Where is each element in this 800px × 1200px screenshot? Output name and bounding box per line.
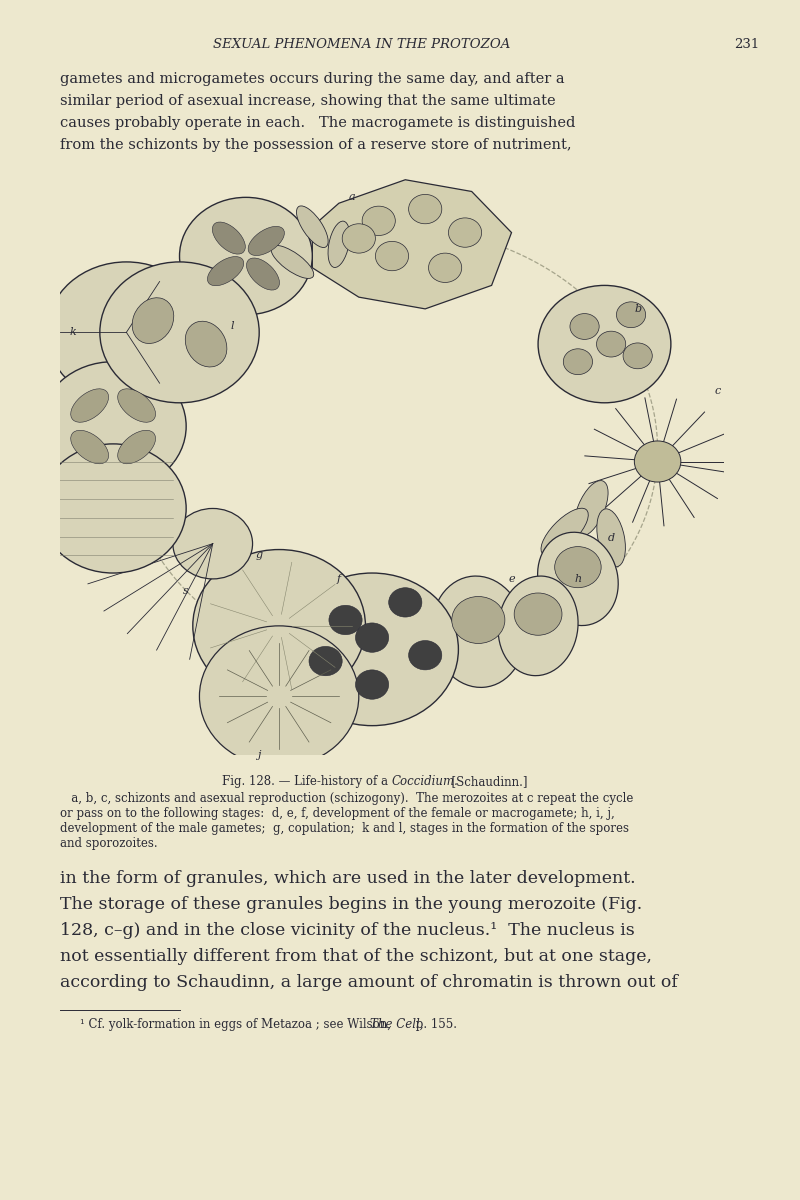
Circle shape (173, 509, 253, 578)
Circle shape (538, 286, 671, 403)
Ellipse shape (70, 431, 109, 463)
Text: Coccidium.: Coccidium. (392, 775, 459, 788)
Text: e: e (508, 574, 515, 584)
Circle shape (570, 313, 599, 340)
Text: SEXUAL PHENOMENA IN THE PROTOZOA: SEXUAL PHENOMENA IN THE PROTOZOA (214, 38, 510, 50)
Circle shape (40, 444, 186, 574)
Ellipse shape (118, 389, 155, 422)
Ellipse shape (118, 431, 155, 463)
Ellipse shape (498, 576, 578, 676)
Text: 128, c–g) and in the close vicinity of the nucleus.¹  The nucleus is: 128, c–g) and in the close vicinity of t… (60, 922, 634, 938)
Text: j: j (258, 750, 261, 760)
Ellipse shape (574, 480, 608, 536)
Circle shape (342, 223, 375, 253)
Circle shape (355, 623, 389, 653)
Ellipse shape (132, 298, 174, 343)
Circle shape (563, 349, 593, 374)
Ellipse shape (246, 258, 279, 290)
Text: f: f (337, 574, 341, 584)
Text: a, b, c, schizonts and asexual reproduction (schizogony).  The merozoites at c r: a, b, c, schizonts and asexual reproduct… (60, 792, 634, 805)
Ellipse shape (186, 322, 227, 367)
Ellipse shape (328, 221, 350, 268)
Text: according to Schaudinn, a large amount of chromatin is thrown out of: according to Schaudinn, a large amount o… (60, 974, 678, 991)
Text: l: l (231, 322, 234, 331)
Text: The storage of these granules begins in the young merozoite (Fig.: The storage of these granules begins in … (60, 896, 642, 913)
Text: and sporozoites.: and sporozoites. (60, 838, 158, 850)
Text: c: c (714, 386, 721, 396)
Text: s: s (183, 586, 189, 595)
Circle shape (40, 361, 186, 491)
Circle shape (286, 574, 458, 726)
Circle shape (193, 550, 366, 702)
Text: The Cell,: The Cell, (370, 1018, 423, 1031)
Circle shape (623, 343, 652, 368)
Circle shape (329, 605, 362, 635)
Ellipse shape (248, 227, 285, 256)
Text: gametes and microgametes occurs during the same day, and after a: gametes and microgametes occurs during t… (60, 72, 565, 86)
Circle shape (634, 440, 681, 482)
Text: in the form of granules, which are used in the later development.: in the form of granules, which are used … (60, 870, 636, 887)
Text: from the schizonts by the possession of a reserve store of nutriment,: from the schizonts by the possession of … (60, 138, 572, 152)
Ellipse shape (212, 222, 246, 254)
Ellipse shape (538, 533, 618, 625)
Text: b: b (634, 304, 642, 314)
Circle shape (362, 206, 395, 235)
Text: k: k (70, 328, 77, 337)
Text: g: g (256, 551, 262, 560)
Text: p. 155.: p. 155. (412, 1018, 457, 1031)
Ellipse shape (70, 389, 109, 422)
Polygon shape (312, 180, 511, 308)
Circle shape (355, 670, 389, 700)
Circle shape (389, 588, 422, 617)
Circle shape (429, 253, 462, 282)
Circle shape (309, 647, 342, 676)
Text: Fig. 128. — Life-history of a: Fig. 128. — Life-history of a (222, 775, 392, 788)
Text: 231: 231 (734, 38, 759, 50)
Ellipse shape (207, 257, 244, 286)
Text: a: a (349, 192, 355, 203)
Text: not essentially different from that of the schizont, but at one stage,: not essentially different from that of t… (60, 948, 652, 965)
Circle shape (617, 302, 646, 328)
Text: or pass on to the following stages:  d, e, f, development of the female or macro: or pass on to the following stages: d, e… (60, 806, 614, 820)
Circle shape (100, 262, 259, 403)
Text: similar period of asexual increase, showing that the same ultimate: similar period of asexual increase, show… (60, 94, 556, 108)
Circle shape (179, 197, 312, 314)
Text: development of the male gametes;  g, copulation;  k and l, stages in the formati: development of the male gametes; g, copu… (60, 822, 629, 835)
Circle shape (46, 262, 206, 403)
Circle shape (375, 241, 409, 271)
Ellipse shape (271, 245, 314, 278)
Circle shape (409, 641, 442, 670)
Text: causes probably operate in each.   The macrogamete is distinguished: causes probably operate in each. The mac… (60, 116, 575, 130)
Circle shape (199, 626, 358, 767)
Circle shape (409, 194, 442, 223)
Circle shape (554, 547, 601, 588)
Circle shape (514, 593, 562, 635)
Circle shape (597, 331, 626, 358)
Ellipse shape (432, 576, 525, 688)
Ellipse shape (597, 509, 626, 566)
Circle shape (449, 218, 482, 247)
Ellipse shape (541, 509, 588, 556)
Text: d: d (607, 533, 614, 542)
Circle shape (452, 596, 505, 643)
Ellipse shape (297, 206, 328, 247)
Text: ¹ Cf. yolk-formation in eggs of Metazoa ; see Wilson,: ¹ Cf. yolk-formation in eggs of Metazoa … (80, 1018, 394, 1031)
Text: h: h (574, 574, 582, 584)
Text: [Schaudinn.]: [Schaudinn.] (444, 775, 527, 788)
